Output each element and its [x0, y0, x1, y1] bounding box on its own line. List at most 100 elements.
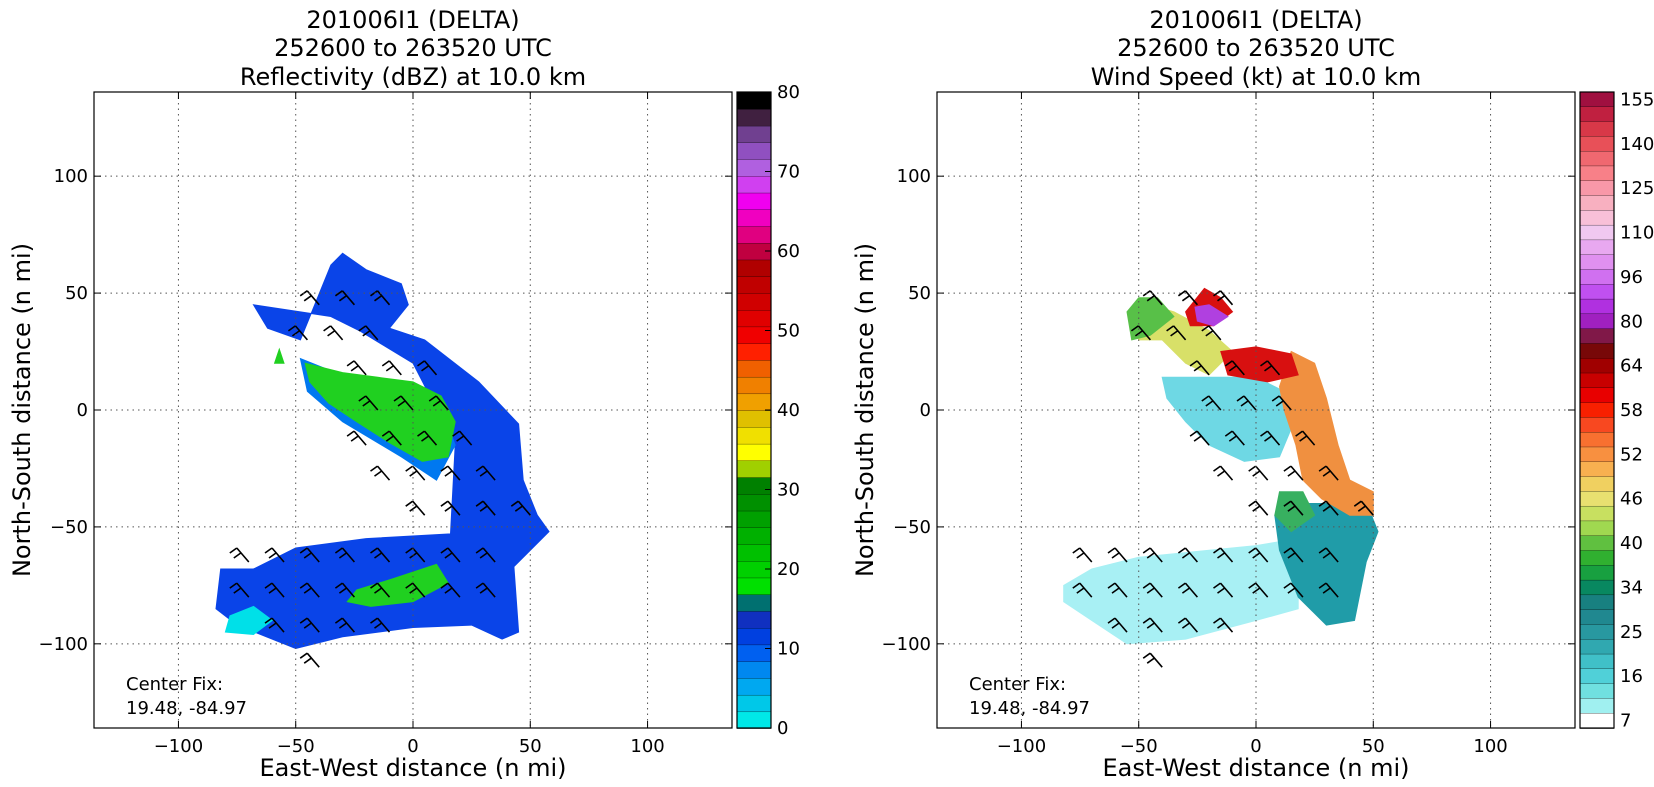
wind-barb: [1318, 547, 1339, 563]
wind-barb: [428, 395, 449, 411]
field-region-cyan-center: [1161, 376, 1292, 462]
colorbar-segment: [1579, 535, 1615, 552]
colorbar-segment: [1579, 121, 1615, 138]
y-tick-label: 0: [77, 400, 88, 421]
colorbar-frame: [736, 91, 772, 729]
colorbar-segment: [736, 426, 772, 445]
colorbar-tick-label: 70: [777, 162, 800, 183]
colorbar-segment: [1579, 106, 1615, 123]
wind-barb: [1248, 500, 1269, 516]
wind-barb: [1201, 325, 1222, 341]
wind-barb: [1189, 360, 1210, 376]
colorbar-tick-label: 80: [777, 82, 800, 103]
colorbar-segment: [1579, 461, 1615, 478]
field-region-orange: [1278, 350, 1374, 516]
colorbar-segment: [736, 443, 772, 461]
colorbar-segment: [1579, 683, 1615, 700]
x-axis-label: East-West distance (n mi): [1102, 754, 1409, 782]
wind-barb: [1283, 547, 1304, 563]
wind-barb: [229, 547, 250, 563]
wind-barb: [1189, 430, 1210, 446]
x-axis-label: East-West distance (n mi): [259, 754, 566, 782]
colorbar-tick-label: 46: [1620, 489, 1643, 510]
colorbar-segment: [1579, 224, 1615, 241]
colorbar-segment: [736, 393, 772, 411]
wind-barb: [1318, 500, 1339, 516]
colorbar-segment: [1579, 387, 1615, 404]
wind-barb: [264, 617, 285, 633]
y-tick-label: 100: [54, 166, 88, 187]
wind-barb: [1213, 617, 1234, 633]
colorbar-segment: [736, 543, 772, 562]
wind-barb: [1260, 430, 1281, 446]
colorbar-segment: [736, 610, 772, 629]
wind-barb: [346, 430, 367, 446]
wind-barb: [393, 395, 414, 411]
field-region-teal-green: [1274, 491, 1316, 533]
wind-barb: [334, 582, 356, 598]
colorbar-segment: [1579, 402, 1615, 419]
colorbar-segment: [1579, 136, 1615, 152]
wind-barb: [405, 582, 426, 598]
colorbar-segment: [1579, 343, 1615, 359]
colorbar-segment: [736, 493, 772, 512]
wind-barb: [1248, 465, 1269, 481]
colorbar-tick-label: 52: [1620, 444, 1643, 465]
colorbar-segment: [1579, 372, 1615, 389]
wind-barb: [370, 617, 391, 633]
colorbar-tick-label: 60: [777, 241, 800, 262]
center-fix-label: Center Fix:: [969, 674, 1066, 695]
colorbar-tick-label: 20: [777, 559, 800, 580]
colorbar-segment: [1579, 165, 1615, 182]
field-region-green: [304, 362, 456, 462]
colorbar-tick-label: 16: [1620, 666, 1643, 687]
wind-barb: [1283, 465, 1304, 481]
colorbar-segment: [1579, 328, 1615, 345]
colorbar-segment: [1579, 653, 1615, 670]
wind-barb: [1295, 430, 1316, 446]
wind-barb: [1213, 582, 1234, 598]
title-line-3: Reflectivity (dBZ) at 10.0 km: [240, 63, 586, 91]
wind-barb: [1177, 547, 1199, 563]
wind-barb: [1248, 582, 1269, 598]
wind-barb: [346, 360, 367, 376]
colorbar-segment: [736, 158, 772, 177]
colorbar-tick-label: 30: [777, 480, 800, 501]
y-tick-label: −100: [39, 634, 88, 655]
colorbar-tick-label: 34: [1620, 577, 1643, 598]
y-axis-label: North-South distance (n mi): [8, 243, 36, 577]
wind-barb: [381, 360, 402, 376]
wind-speed-colorbar: 155 140 125 110 96 80 64 58 52 46 40 34 25 16 7: [1579, 89, 1654, 732]
wind-barb: [1213, 547, 1234, 563]
colorbar-segment: [736, 209, 772, 227]
colorbar-segment: [1579, 609, 1615, 626]
field-region-light-cyan-south: [1063, 538, 1299, 645]
colorbar-segment: [1579, 550, 1615, 567]
x-tick-label: −100: [154, 736, 203, 757]
wind-barb: [334, 547, 356, 563]
field-region-light-cyan: [224, 605, 274, 636]
field-region-blue: [215, 252, 550, 650]
wind-barb: [1201, 395, 1222, 411]
colorbar-segment: [736, 660, 772, 679]
colorbar-segment: [1579, 239, 1615, 256]
wind-barb: [370, 465, 391, 481]
wind-barb: [1142, 547, 1163, 563]
colorbar-segment: [736, 108, 772, 127]
colorbar-segment: [1579, 269, 1615, 286]
colorbar-segment: [736, 694, 772, 713]
wind-barb: [370, 547, 391, 563]
colorbar-segment: [1579, 639, 1615, 655]
wind-barb: [1072, 582, 1093, 598]
colorbar-segment: [736, 326, 772, 344]
title-line-2: 252600 to 263520 UTC: [274, 34, 552, 62]
colorbar-segment: [1579, 520, 1615, 537]
reflectivity-panel: 201006I1 (DELTA) 252600 to 263520 UTC Re…: [8, 6, 800, 782]
wind-speed-panel: 201006I1 (DELTA) 252600 to 263520 UTC Wi…: [851, 6, 1654, 782]
colorbar-segment: [1579, 505, 1615, 522]
colorbar-segment: [1579, 180, 1615, 197]
colorbar-tick-label: 96: [1620, 267, 1643, 288]
wind-barb: [1213, 290, 1234, 306]
colorbar-segment: [736, 627, 772, 646]
